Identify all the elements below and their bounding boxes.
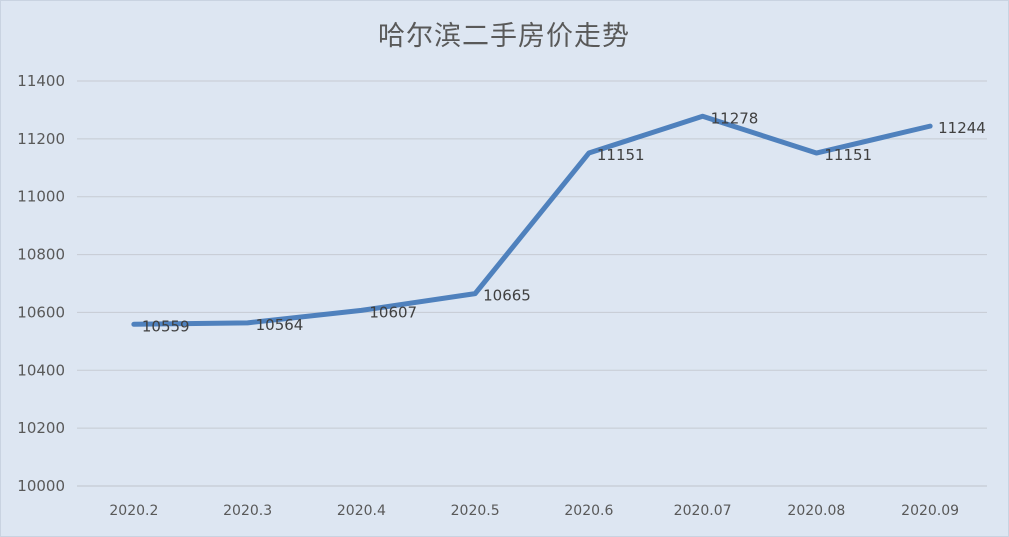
x-tick-label: 2020.08: [787, 503, 845, 519]
series-layer: [131, 113, 933, 327]
x-tick-label: 2020.2: [109, 503, 158, 519]
x-tick-label: 2020.4: [337, 503, 386, 519]
x-tick-label: 2020.09: [901, 503, 959, 519]
y-tick-label: 10800: [17, 246, 65, 264]
x-tick-label: 2020.6: [564, 503, 613, 519]
y-tick-label: 11400: [17, 72, 65, 90]
x-axis-ticks: 2020.2 2020.3 2020.4 2020.5 2020.6 2020.07 202…: [109, 503, 959, 519]
gridlines: [77, 80, 987, 487]
y-tick-label: 10200: [17, 419, 65, 437]
data-label: 10665: [483, 287, 531, 305]
x-tick-label: 2020.5: [451, 503, 500, 519]
chart-title: 哈尔滨二手房价走势: [378, 21, 630, 52]
y-tick-label: 11000: [17, 188, 65, 206]
x-tick-label: 2020.07: [674, 503, 732, 519]
data-labels: 10559 10564 10607 10665 11151 11278 11151 11244: [142, 109, 986, 335]
data-label: 10607: [369, 303, 417, 321]
data-label: 10564: [256, 316, 304, 334]
y-axis-ticks: 10000 10200 10400 10600 10800 11000 11200 11400: [17, 72, 65, 495]
y-tick-label: 10000: [17, 477, 65, 495]
data-label: 11151: [824, 146, 872, 164]
data-label: 11244: [938, 119, 986, 137]
data-label: 10559: [142, 317, 190, 335]
x-tick-label: 2020.3: [223, 503, 272, 519]
data-label: 11151: [597, 146, 645, 164]
y-tick-label: 10400: [17, 361, 65, 379]
y-tick-label: 11200: [17, 130, 65, 148]
y-tick-label: 10600: [17, 303, 65, 321]
data-label: 11278: [711, 109, 759, 127]
series-line: [131, 113, 933, 327]
